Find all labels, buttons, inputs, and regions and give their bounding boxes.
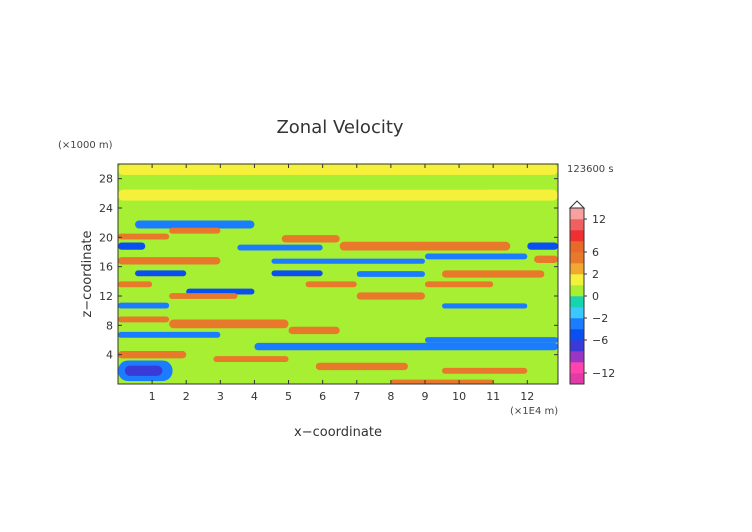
contour-band <box>288 326 340 335</box>
contour-band <box>186 178 494 190</box>
contour-band <box>442 367 528 374</box>
colorbar: 12 6 2 0 −2 −6 −12 <box>568 200 615 385</box>
contour-band <box>169 293 238 299</box>
contour-band <box>118 233 170 240</box>
contour-band <box>424 253 528 260</box>
contour-band <box>281 235 340 243</box>
colorbar-tick-label: 2 <box>592 268 599 281</box>
x-ticks: 1 2 3 4 5 6 7 8 9 10 11 12 <box>149 164 534 403</box>
x-tick-label: 2 <box>183 390 190 403</box>
x-tick-label: 1 <box>149 390 156 403</box>
colorbar-segment <box>570 263 584 275</box>
colorbar-segment <box>570 351 584 363</box>
contour-band <box>118 351 187 359</box>
contour-band <box>135 270 187 277</box>
contour-band <box>271 258 425 264</box>
colorbar-tick-label: −2 <box>592 312 608 325</box>
x-tick-label: 5 <box>285 390 292 403</box>
chart-title: Zonal Velocity <box>276 117 403 138</box>
contour-band <box>118 302 170 309</box>
y-ticks: 4 8 12 16 20 24 28 <box>99 173 558 362</box>
contour-bands <box>118 164 558 384</box>
colorbar-segment <box>570 252 584 264</box>
y-tick-label: 8 <box>106 319 113 332</box>
colorbar-segment <box>570 329 584 341</box>
y-tick-label: 4 <box>106 349 113 362</box>
contour-band <box>424 337 558 343</box>
y-tick-label: 16 <box>99 261 113 274</box>
contour-band <box>356 271 425 277</box>
contour-band <box>124 365 163 376</box>
colorbar-segment <box>570 285 584 297</box>
contour-band <box>237 244 323 251</box>
contour-band <box>118 331 221 338</box>
contour-band <box>315 362 408 371</box>
y-tick-label: 28 <box>99 173 113 186</box>
colorbar-segment <box>570 219 584 231</box>
colorbar-segment <box>570 241 584 253</box>
x-tick-label: 9 <box>421 390 428 403</box>
contour-band <box>254 342 558 351</box>
colorbar-segment <box>570 318 584 330</box>
contour-band <box>442 303 528 309</box>
x-tick-label: 11 <box>486 390 500 403</box>
y-tick-label: 20 <box>99 231 113 244</box>
contour-band <box>534 255 558 263</box>
x-tick-label: 12 <box>520 390 534 403</box>
contour-band <box>118 316 170 323</box>
contour-band <box>356 292 425 300</box>
colorbar-segment <box>570 296 584 308</box>
colorbar-tick-label: −6 <box>592 334 608 347</box>
colorbar-extend-arrow <box>568 200 586 209</box>
y-scale-label: (×1000 m) <box>58 140 113 151</box>
colorbar-segment <box>570 362 584 374</box>
contour-band <box>169 227 221 234</box>
contour-band <box>339 241 511 251</box>
colorbar-segment <box>570 307 584 319</box>
colorbar-segment <box>570 230 584 242</box>
contour-band <box>424 281 494 288</box>
x-tick-label: 7 <box>353 390 360 403</box>
contour-band <box>118 164 558 175</box>
colorbar-tick-label: −12 <box>592 367 615 380</box>
y-tick-label: 12 <box>99 290 113 303</box>
x-axis-label: x−coordinate <box>294 425 382 440</box>
contour-band <box>305 281 357 288</box>
time-label: 123600 s <box>567 164 614 175</box>
contour-band <box>271 270 323 277</box>
colorbar-tick-label: 12 <box>592 213 606 226</box>
x-tick-label: 3 <box>217 390 224 403</box>
x-tick-label: 6 <box>319 390 326 403</box>
contour-band <box>118 281 153 288</box>
contour-band <box>186 288 255 295</box>
contour-band <box>390 379 494 384</box>
x-tick-label: 8 <box>387 390 394 403</box>
contour-band <box>118 242 146 250</box>
contour-band <box>213 356 289 362</box>
x-tick-label: 10 <box>452 390 466 403</box>
colorbar-segment <box>570 274 584 286</box>
plot-frame <box>117 163 559 385</box>
colorbar-segment <box>570 340 584 352</box>
colorbar-segment <box>570 373 584 385</box>
contour-band <box>118 189 558 201</box>
x-scale-label: (×1E4 m) <box>510 406 558 417</box>
colorbar-tick-label: 6 <box>592 246 599 259</box>
y-tick-label: 24 <box>99 202 113 215</box>
contour-band <box>442 270 545 278</box>
contour-band <box>288 204 425 216</box>
y-axis-label: z−coordinate <box>80 230 95 317</box>
contour-band <box>135 220 255 229</box>
colorbar-tick-label: 0 <box>592 290 599 303</box>
contour-band <box>169 319 289 329</box>
x-tick-label: 4 <box>251 390 258 403</box>
colorbar-segment <box>570 208 584 220</box>
contour-band <box>118 257 221 265</box>
contour-band <box>527 242 558 250</box>
